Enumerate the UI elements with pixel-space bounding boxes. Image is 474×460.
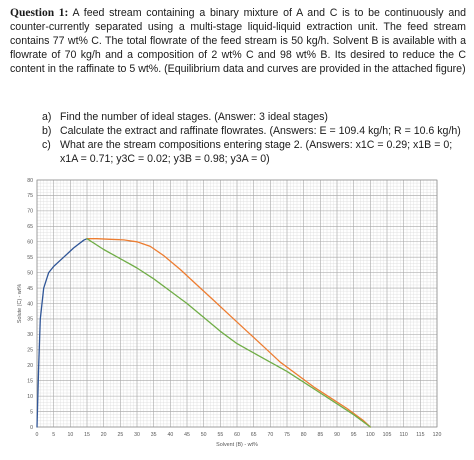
y-tick-label: 30 — [27, 332, 33, 338]
part-c-text: What are the stream compositions enterin… — [60, 139, 453, 166]
y-tick-label: 50 — [27, 270, 33, 276]
x-tick-label: 50 — [201, 432, 207, 438]
x-tick-label: 55 — [217, 432, 223, 438]
x-tick-label: 5 — [52, 432, 55, 438]
y-tick-label: 65 — [27, 224, 33, 230]
y-tick-labels: 0 5 10 15 20 25 30 35 40 45 50 55 60 65 70 75 80 — [27, 178, 33, 431]
y-tick-label: 80 — [27, 178, 33, 184]
y-tick-label: 5 — [30, 409, 33, 415]
x-tick-label: 115 — [416, 432, 424, 438]
y-tick-label: 20 — [27, 363, 33, 369]
x-tick-label: 15 — [84, 432, 90, 438]
question-text: Question 1: A feed stream containing a b… — [10, 6, 466, 76]
part-c-label: c) — [42, 139, 51, 152]
x-tick-label: 45 — [184, 432, 190, 438]
x-tick-label: 80 — [301, 432, 307, 438]
grid-major — [36, 179, 438, 428]
x-tick-label: 25 — [117, 432, 123, 438]
x-tick-label: 95 — [351, 432, 357, 438]
question-parts-list: a) Find the number of ideal stages. (Ans… — [42, 110, 467, 166]
x-tick-label: 90 — [334, 432, 340, 438]
x-tick-label: 75 — [284, 432, 290, 438]
part-a-label: a) — [42, 111, 52, 123]
x-tick-label: 120 — [433, 432, 442, 438]
part-b-text: Calculate the extract and raffinate flow… — [60, 125, 461, 138]
y-tick-label: 25 — [27, 348, 33, 354]
plot-frame — [36, 179, 438, 428]
x-tick-label: 0 — [36, 432, 39, 438]
x-tick-label: 70 — [267, 432, 273, 438]
y-tick-label: 15 — [27, 378, 33, 384]
x-tick-label: 10 — [67, 432, 73, 438]
part-a-text: Find the number of ideal stages. (Answer… — [60, 111, 328, 123]
y-tick-label: 35 — [27, 317, 33, 323]
y-tick-label: 40 — [27, 301, 33, 307]
part-c: c) What are the stream compositions ente… — [42, 138, 467, 166]
y-tick-label: 60 — [27, 240, 33, 246]
x-tick-label: 105 — [383, 432, 392, 438]
x-axis-label: Solvent (B) - wt% — [216, 442, 258, 448]
y-tick-label: 45 — [27, 286, 33, 292]
x-tick-label: 85 — [317, 432, 323, 438]
part-a: a) Find the number of ideal stages. (Ans… — [42, 110, 467, 124]
y-tick-label: 70 — [27, 209, 33, 215]
x-tick-label: 60 — [234, 432, 240, 438]
y-axis-label: Solute (C) - wt% — [17, 284, 23, 323]
part-b-label: b) — [42, 125, 52, 138]
x-tick-label: 30 — [134, 432, 140, 438]
x-tick-label: 65 — [251, 432, 257, 438]
y-tick-label: 10 — [27, 394, 33, 400]
y-tick-label: 75 — [27, 193, 33, 199]
x-tick-label: 40 — [167, 432, 173, 438]
equilibrium-figure: 0 5 10 15 20 25 30 35 40 45 50 55 60 65 70 75 80 85 90 95 10… — [17, 178, 442, 448]
x-tick-label: 110 — [400, 432, 408, 438]
x-tick-labels: 0 5 10 15 20 25 30 35 40 45 50 55 60 65 70 75 80 85 90 95 10… — [36, 432, 442, 438]
series-group — [36, 238, 371, 428]
x-tick-label: 35 — [151, 432, 157, 438]
part-b: b) Calculate the extract and raffinate f… — [42, 124, 467, 138]
question-body: A feed stream containing a binary mixtur… — [10, 7, 466, 76]
y-tick-label: 55 — [27, 255, 33, 261]
series-line-orange — [86, 238, 371, 428]
series-line-green — [86, 238, 371, 428]
y-tick-label: 0 — [30, 425, 33, 431]
x-tick-label: 100 — [366, 432, 375, 438]
series-line-blue — [36, 238, 88, 428]
x-tick-label: 20 — [101, 432, 107, 438]
question-label: Question 1: — [10, 7, 69, 19]
